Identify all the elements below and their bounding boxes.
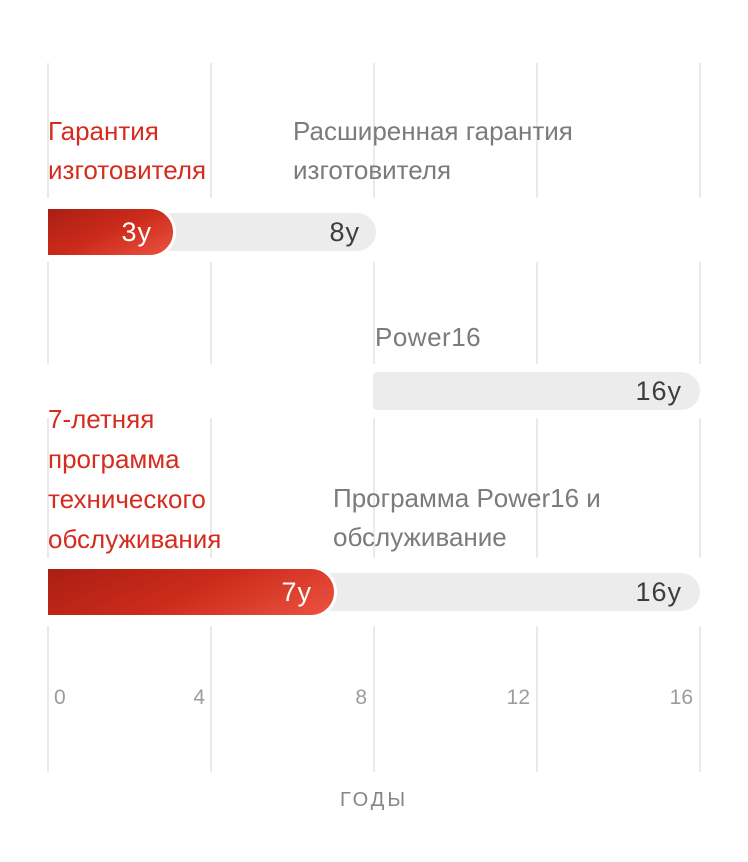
label-power16-program-service: Программа Power16 и обслуживание [333, 479, 601, 557]
x-tick-0: 0 [54, 686, 66, 709]
x-tick-8: 8 [355, 686, 367, 709]
label-line: изготовителя [293, 155, 452, 185]
bar-power16-16y: 16y [373, 372, 700, 410]
bar-value-label: 3y [121, 216, 152, 247]
label-line: Расширенная гарантия [293, 116, 573, 146]
label-line: Power16 [375, 322, 482, 352]
label-7year-service-program: 7-летняя программа технического обслужив… [48, 399, 221, 559]
bar-value-label: 16y [635, 576, 682, 607]
label-line: изготовителя [48, 155, 207, 185]
x-tick-12: 12 [506, 686, 530, 709]
label-line: обслуживания [48, 524, 222, 554]
label-line: 7-летняя [48, 404, 155, 434]
label-line: программа [48, 444, 180, 474]
bar-manufacturer-warranty-3y: 3y [45, 206, 176, 258]
label-line: технического [48, 484, 206, 514]
label-manufacturer-warranty: Гарантия изготовителя [48, 112, 206, 190]
x-tick-16: 16 [669, 686, 693, 709]
label-line: обслуживание [333, 522, 507, 552]
x-tick-4: 4 [193, 686, 205, 709]
label-line: Гарантия [48, 116, 159, 146]
bar-7year-service-7y: 7y [45, 566, 337, 618]
x-axis-title: ГОДЫ [339, 789, 409, 811]
label-line: Программа Power16 и [333, 483, 601, 513]
bar-value-label: 7y [281, 576, 312, 607]
label-extended-warranty: Расширенная гарантия изготовителя [293, 112, 573, 190]
label-power16: Power16 [375, 322, 481, 352]
bar-value-label: 16y [635, 375, 682, 406]
bar-value-label: 8y [329, 216, 360, 247]
